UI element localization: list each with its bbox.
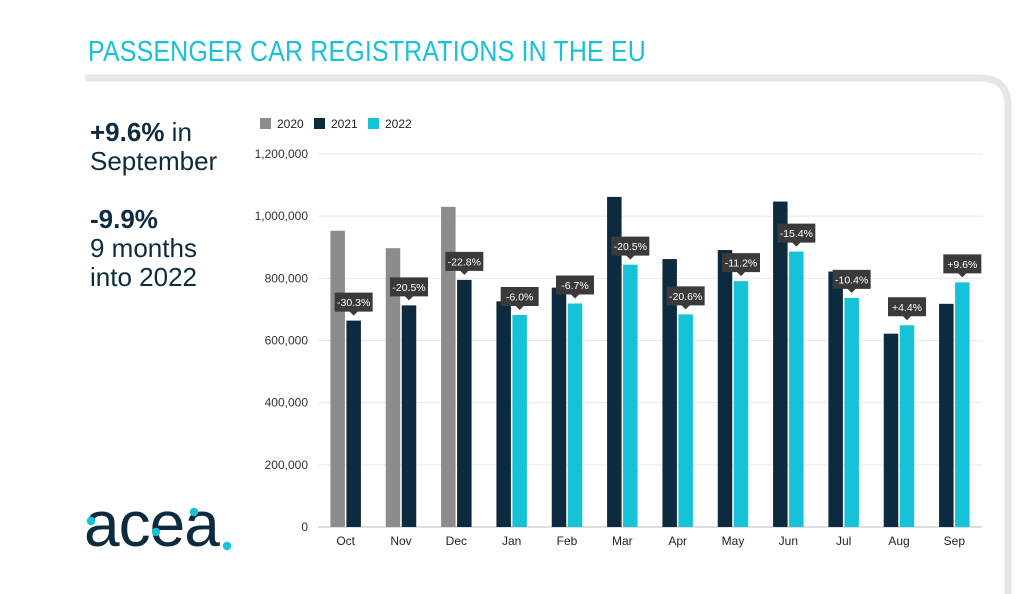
annotation-label: -10.4% [835,274,868,286]
bar-2020-Oct [330,230,345,528]
bar-2022-May [733,281,749,527]
y-tick-label: 400,000 [265,396,309,410]
annotation-label: +9.6% [947,259,977,271]
x-tick-label: Jan [502,534,521,548]
x-tick-label: Jul [836,534,851,548]
highlight-nine-months: -9.9% 9 months into 2022 [90,205,197,292]
bar-2022-Jun [789,251,804,527]
y-tick-label: 800,000 [265,271,309,285]
bar-2021-Sep [939,303,954,527]
annotation-label: -20.5% [614,241,647,253]
legend-swatch-2021 [314,118,325,129]
highlight-line2: 9 months [90,233,197,263]
legend-swatch-2022 [368,118,379,129]
annotation-callout [334,292,373,316]
bar-2020-Nov [385,248,401,527]
highlight-value: -9.9% [90,204,158,234]
bar-2021-Jun [773,201,788,527]
bar-2022-Mar [623,264,638,527]
highlight-line2: September [90,146,218,176]
highlight-september: +9.6% in September [90,118,217,176]
bar-2022-Jul [844,297,859,527]
logo-text: acea [84,490,220,560]
x-tick-label: Mar [612,534,633,548]
legend-label: 2021 [331,117,358,131]
bar-2021-Oct [346,320,361,527]
annotation-callout [722,253,760,277]
annotation-label: -6.0% [506,292,533,304]
y-tick-label: 1,000,000 [255,209,309,223]
annotation-callout [666,286,705,310]
bar-2021-Jul [828,271,843,527]
annotation-label: -15.4% [780,228,813,240]
acea-logo-icon: acea [84,490,232,560]
annotation-callout [390,277,428,301]
annotation-callout [888,297,926,321]
highlight-value: +9.6% [90,117,165,147]
legend-label: 2020 [277,117,304,131]
y-tick-label: 1,200,000 [255,147,309,161]
annotation-callout [611,236,650,260]
bar-2022-Feb [567,303,583,527]
annotation-callout [832,269,871,293]
bar-2021-Jan [496,301,511,527]
logo-dot [151,527,161,537]
annotation-label: -6.7% [561,280,588,292]
bar-2021-Mar [607,196,622,527]
highlight-line3: into 2022 [90,262,197,292]
logo-dot [222,541,232,551]
bar-2021-Apr [662,259,677,527]
annotation-label: -20.6% [669,291,702,303]
annotation-label: -30.3% [337,297,370,309]
x-tick-label: Feb [557,534,578,548]
x-tick-label: May [722,534,745,548]
x-tick-label: Nov [390,534,411,548]
annotation-callout [556,275,594,299]
bar-2020-Dec [441,206,456,527]
x-tick-label: Apr [668,534,687,548]
legend-label: 2022 [385,117,412,131]
logo-dot [189,507,199,517]
annotation-label: -20.5% [392,282,425,294]
annotation-label: -22.8% [448,256,481,268]
bar-2022-Sep [955,282,970,527]
highlight-text: in [164,117,192,147]
annotation-callout [445,251,484,275]
x-tick-label: Jun [779,534,798,548]
x-tick-label: Dec [446,534,467,548]
bar-2021-May [717,250,733,528]
y-tick-label: 0 [301,520,308,534]
bar-2021-Nov [401,305,417,527]
x-tick-label: Sep [944,534,966,548]
x-tick-label: Aug [888,534,909,548]
annotation-label: +4.4% [892,302,922,314]
bar-2022-Apr [678,314,693,527]
bar-2022-Jan [512,315,527,527]
y-tick-label: 600,000 [265,334,309,348]
bar-2021-Aug [883,333,899,527]
annotation-callout [500,287,539,311]
bar-2022-Aug [899,325,915,527]
y-tick-label: 200,000 [265,458,309,472]
x-tick-label: Oct [336,534,355,548]
annotation-callout [777,223,816,247]
bar-2021-Feb [551,287,567,527]
legend-swatch-2020 [260,118,271,129]
logo-dot [86,516,96,526]
bar-2021-Dec [457,279,472,527]
annotation-callout [943,254,982,278]
page-title: PASSENGER CAR REGISTRATIONS IN THE EU [88,36,646,68]
annotation-label: -11.2% [725,258,758,270]
